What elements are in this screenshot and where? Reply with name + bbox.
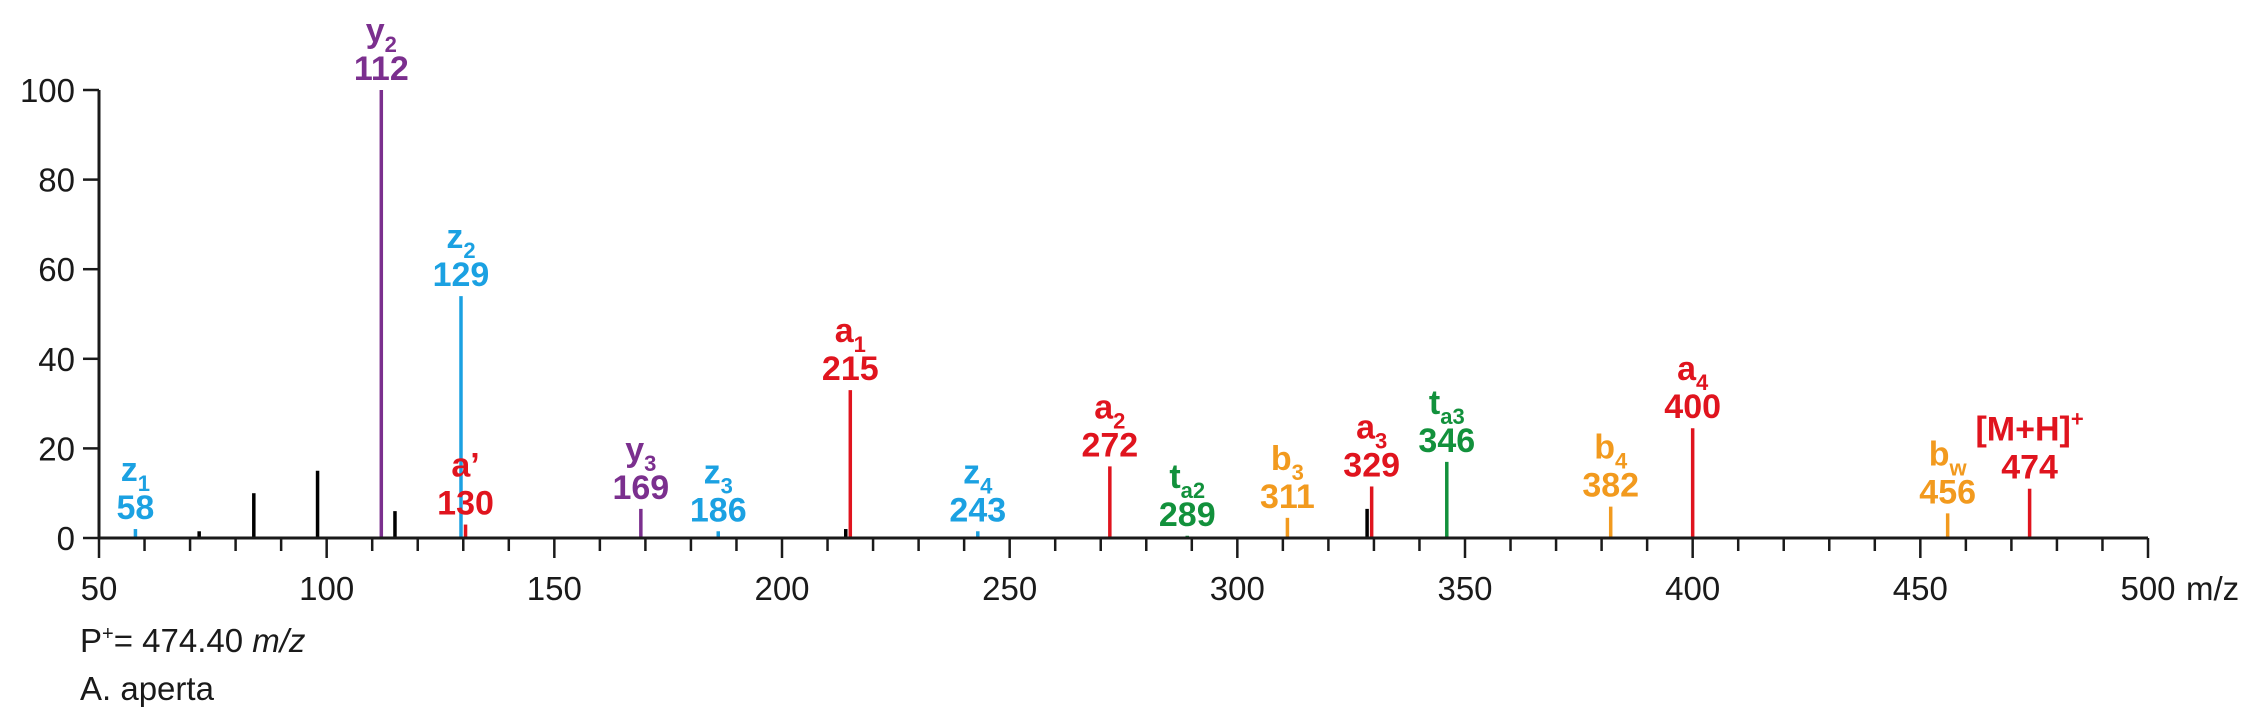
peak-mz-label: 382	[1582, 467, 1639, 505]
x-tick-label: 500	[2120, 570, 2175, 607]
y-tick-label: 0	[57, 520, 75, 557]
peak-ion-label: z2	[446, 218, 475, 263]
assigned-peaks	[133, 90, 2032, 538]
peak-ion-label: a1	[835, 312, 866, 357]
y-tick-label: 80	[38, 162, 75, 199]
y-tick-label: 40	[38, 341, 75, 378]
peak-ion-label: y2	[366, 12, 397, 57]
peak-ion-label: a4	[1677, 350, 1709, 395]
peak-ion-label: b4	[1594, 429, 1628, 474]
x-tick-label: 400	[1665, 570, 1720, 607]
peak-mz-label: 129	[433, 256, 490, 294]
peak-ion-label: z1	[121, 451, 150, 496]
x-tick-label: 250	[982, 570, 1037, 607]
peak-mz-label: 243	[949, 491, 1006, 529]
peak-ion-label: bw	[1929, 435, 1968, 480]
x-tick-label: 450	[1893, 570, 1948, 607]
peak-mz-label: 112	[354, 50, 409, 88]
peak-mz-label: 329	[1343, 446, 1400, 484]
x-tick-label: 150	[527, 570, 582, 607]
y-tick-label: 20	[38, 430, 75, 467]
unassigned-peaks	[197, 470, 1369, 538]
precursor-note: P+= 474.40 m/z	[80, 622, 305, 660]
peak-mz-label: 289	[1159, 496, 1216, 534]
peak-mz-label: 58	[117, 489, 155, 527]
precursor-unit: m/z	[252, 622, 306, 659]
peak-ion-label: z4	[963, 453, 993, 498]
peak-mz-label: 456	[1919, 473, 1976, 511]
peak-mz-label: 186	[690, 491, 747, 529]
x-tick-label: 350	[1437, 570, 1492, 607]
peak-mz-label: 169	[612, 469, 669, 507]
y-tick-label: 60	[38, 251, 75, 288]
peak-ion-label: a’	[451, 447, 479, 485]
x-tick-label: 100	[299, 570, 354, 607]
peak-ion-label: ta3	[1429, 384, 1465, 429]
peak-ion-label: a2	[1094, 388, 1125, 433]
x-tick-label: 300	[1210, 570, 1265, 607]
precursor-value: = 474.40	[113, 622, 253, 659]
axes: 50 100 150 200 250 300 350 400 450 500 m/z 0 20 40 60 8…	[20, 72, 2239, 607]
y-tick-label: 100	[20, 72, 75, 109]
precursor-charge: +	[102, 623, 114, 645]
peak-mz-label: 346	[1418, 422, 1475, 460]
peak-ion-label: a3	[1356, 408, 1387, 453]
x-tick-label: 200	[754, 570, 809, 607]
x-axis-unit: m/z	[2186, 570, 2239, 607]
peak-ion-label: ta2	[1169, 458, 1205, 503]
peak-mz-label: 130	[437, 485, 494, 523]
peak-mz-label: 400	[1664, 388, 1721, 426]
peak-mz-label: 272	[1081, 426, 1138, 464]
peak-ion-label: b3	[1271, 440, 1304, 485]
peak-mz-label: 474	[2001, 449, 2058, 487]
species-note: A. aperta	[80, 670, 214, 707]
peak-mz-label: 311	[1260, 478, 1315, 516]
peak-ion-label: z3	[704, 453, 733, 498]
x-tick-label: 50	[81, 570, 118, 607]
peak-mz-label: 215	[822, 350, 879, 388]
precursor-prefix: P	[80, 622, 103, 659]
peak-ion-label: y3	[625, 431, 656, 476]
peak-ion-label: [M+H]+	[1975, 407, 2083, 449]
